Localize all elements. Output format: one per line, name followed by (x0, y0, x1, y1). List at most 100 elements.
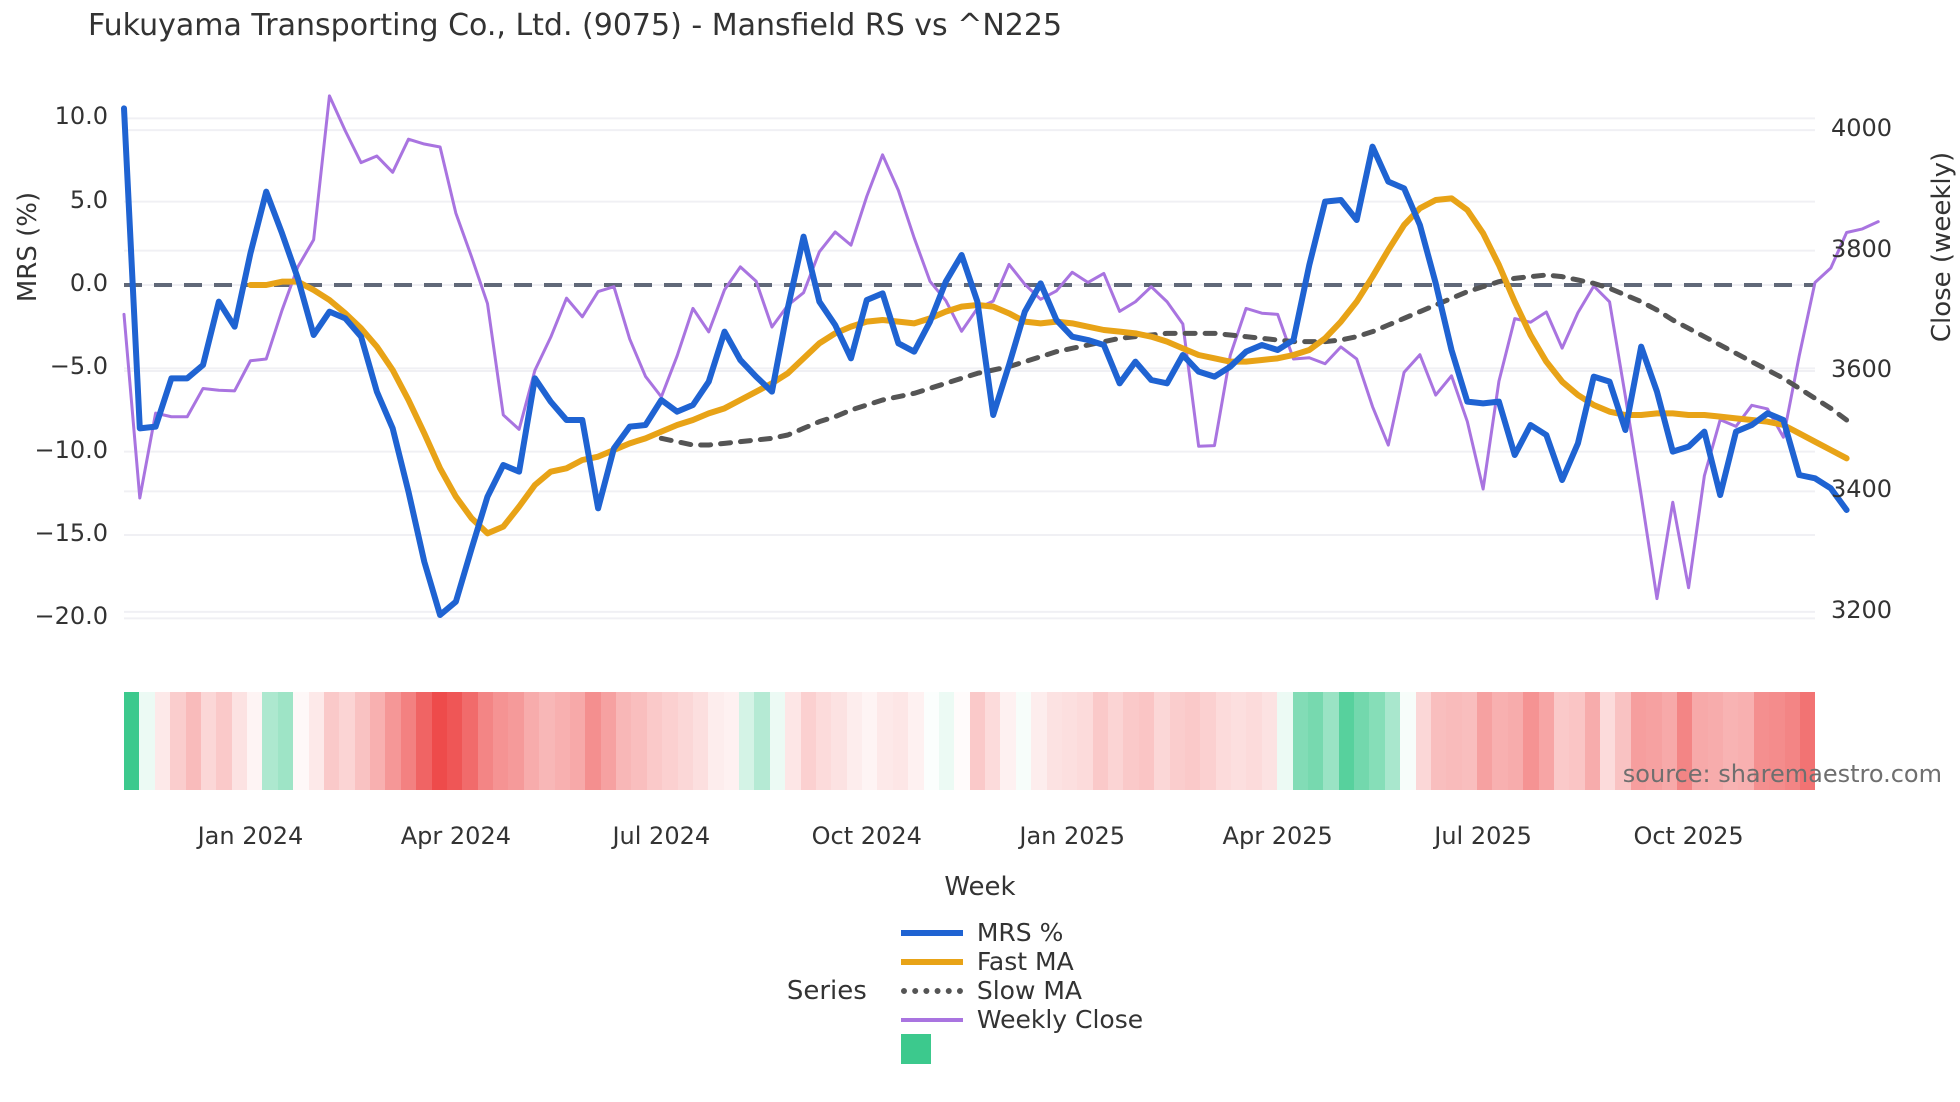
heat-cell (646, 692, 663, 790)
heat-cell (1507, 692, 1524, 790)
heat-cell (1523, 692, 1539, 790)
legend-swatch-line (900, 958, 963, 965)
heat-cell (1046, 692, 1062, 790)
heat-cell (293, 692, 309, 790)
heat-cell (354, 692, 370, 790)
heat-cell (692, 692, 709, 790)
heat-cell (185, 692, 201, 790)
legend-items: MRS % Fast MA Slow MA Weekly Close (900, 918, 1173, 1064)
heat-cell (1354, 692, 1370, 790)
heat-cell (216, 692, 232, 790)
heat-cell (1692, 692, 1708, 790)
y-tick-label-right: 3400 (1831, 475, 1893, 504)
legend-item[interactable]: Fast MA (900, 947, 1143, 976)
heat-cell (1338, 692, 1354, 790)
y-tick-label-right: 3600 (1831, 354, 1893, 383)
y-tick-label-left: −10.0 (34, 435, 108, 464)
heat-cell (846, 692, 862, 790)
heat-cell (1430, 692, 1447, 790)
heat-cell (1446, 692, 1462, 790)
heat-cell (1553, 692, 1570, 790)
heat-cell (385, 692, 401, 790)
heat-cell (1138, 692, 1155, 790)
heat-cell (1123, 692, 1139, 790)
relative-strength-heat-band (124, 692, 1815, 790)
heat-cell (1415, 692, 1431, 790)
x-tick-label: Apr 2024 (400, 822, 511, 850)
heat-cell (954, 692, 970, 790)
heat-cell (677, 692, 693, 790)
heat-cell (1246, 692, 1262, 790)
heat-cell (508, 692, 524, 790)
heat-cell (1231, 692, 1247, 790)
heat-cell (1307, 692, 1324, 790)
y-tick-label-right: 3800 (1831, 234, 1893, 263)
heat-cell (862, 692, 878, 790)
heat-cell (754, 692, 770, 790)
x-tick-label: Jul 2024 (612, 822, 711, 850)
heat-cell (1108, 692, 1124, 790)
y-tick-label-right: 3200 (1831, 595, 1893, 624)
legend-item-label: Slow MA (976, 976, 1083, 1005)
heat-cell (1723, 692, 1739, 790)
legend-item[interactable]: Weekly Close (900, 1005, 1143, 1034)
heat-cell (1769, 692, 1785, 790)
heat-cell (1615, 692, 1631, 790)
heat-cell (323, 692, 340, 790)
heat-cell (247, 692, 263, 790)
legend-item[interactable] (900, 1034, 1143, 1064)
legend-swatch-line (900, 929, 963, 936)
heat-cell (277, 692, 294, 790)
heat-cell (800, 692, 816, 790)
y-tick-label-left: 0.0 (69, 269, 108, 297)
heat-cell (1784, 692, 1800, 790)
heat-cell (1569, 692, 1585, 790)
heat-cell (308, 692, 324, 790)
y-tick-label-left: 5.0 (69, 185, 108, 214)
heat-cell (200, 692, 217, 790)
x-tick-label: Jan 2025 (1019, 822, 1126, 850)
source-note: source: sharemaestro.com (1622, 760, 1942, 788)
heat-cell (785, 692, 801, 790)
y-tick-label-left: −5.0 (49, 352, 108, 381)
heat-cell (431, 692, 447, 790)
y-axis-label-right: Close (weekly) (1927, 151, 1957, 343)
heat-cell (523, 692, 540, 790)
heat-cell (1384, 692, 1401, 790)
heat-cell (739, 692, 755, 790)
x-tick-label: Apr 2025 (1222, 822, 1333, 850)
heat-cell (892, 692, 909, 790)
heat-cell (339, 692, 355, 790)
x-axis-label: Week (944, 872, 1016, 902)
heat-cell (831, 692, 847, 790)
legend-item[interactable]: Slow MA (900, 976, 1143, 1005)
y-tick-label-left: 10.0 (54, 102, 108, 131)
heat-cell (262, 692, 278, 790)
heat-cell (1461, 692, 1477, 790)
heat-cell (938, 692, 955, 790)
heat-cell (1661, 692, 1677, 790)
heat-cell (539, 692, 555, 790)
x-tick-label: Oct 2025 (1633, 822, 1744, 850)
heat-cell (1323, 692, 1339, 790)
heat-cell (631, 692, 647, 790)
heat-cell (170, 692, 186, 790)
heat-cell (708, 692, 724, 790)
heat-cell (1200, 692, 1216, 790)
legend-item[interactable]: MRS % (900, 918, 1143, 947)
legend-swatch-line (900, 987, 963, 994)
legend-item-label: Fast MA (976, 947, 1074, 976)
heat-cell (1584, 692, 1600, 790)
heat-cell (1646, 692, 1662, 790)
heat-cell (1077, 692, 1093, 790)
heat-cell (969, 692, 985, 790)
y-tick-label-left: −15.0 (34, 519, 108, 547)
chart-legend: Series MRS % Fast MA Slow MA Weekly Close (0, 918, 1960, 1064)
heat-cell (662, 692, 678, 790)
heat-cell (769, 692, 786, 790)
heat-cell (1369, 692, 1385, 790)
heat-cell (1261, 692, 1278, 790)
y-tick-label-right: 4000 (1831, 114, 1893, 143)
heat-cell (139, 692, 155, 790)
